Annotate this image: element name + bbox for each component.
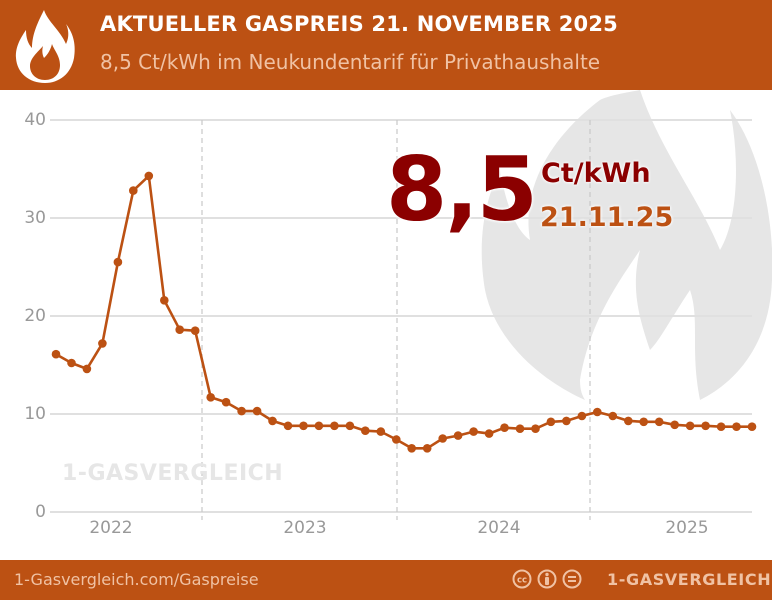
by-attribution-icon [537,569,557,589]
x-tick-2022: 2022 [89,518,133,538]
data-point [82,364,92,374]
data-point [562,416,571,426]
data-point [51,349,61,359]
data-point [67,358,76,368]
data-point [531,424,540,434]
svg-text:cc: cc [517,576,527,586]
page-subtitle: 8,5 Ct/kWh im Neukundentarif für Privath… [100,50,601,74]
source-link[interactable]: 1-Gasvergleich.com/Gaspreise [14,570,259,589]
footer-brand: 1-GASVERGLEICH [607,570,772,589]
data-point [716,422,726,432]
price-line [55,174,752,450]
data-point [624,416,633,426]
data-point [283,421,293,431]
y-tick-10: 10 [24,404,46,424]
data-point [515,424,525,434]
current-price-value: 8,5 [386,138,538,241]
data-point [639,417,648,427]
x-tick-2023: 2023 [283,518,327,538]
y-gridlines [50,119,752,513]
data-point [654,417,664,427]
data-point [453,431,463,440]
y-tick-0: 0 [35,502,46,522]
data-point [221,397,231,407]
data-point [670,420,679,430]
year-separators [201,120,591,520]
data-point [361,426,370,436]
data-point [98,339,107,348]
x-tick-2024: 2024 [477,518,521,538]
data-point [268,416,277,426]
background-flame-icon [481,90,772,400]
data-point [206,393,215,402]
data-point [376,427,386,436]
watermark: 1-GASVERGLEICH [62,461,284,486]
y-tick-30: 30 [24,208,46,228]
data-point [484,429,494,438]
current-price-date: 21.11.25 [540,202,674,233]
price-series [51,171,757,453]
data-point [129,186,138,195]
data-point [345,421,355,431]
flame-icon [15,10,75,83]
data-point [500,423,509,433]
data-point [190,326,200,336]
page-title: AKTUELLER GASPREIS 21. NOVEMBER 2025 [100,12,618,36]
nd-no-derivatives-icon [562,569,582,589]
data-point [299,421,308,431]
footer-bar: 1-Gasvergleich.com/Gaspreise cc 1-GASVER… [0,560,772,600]
header-banner: AKTUELLER GASPREIS 21. NOVEMBER 2025 8,5… [0,0,772,90]
data-point [237,406,246,416]
data-point [469,427,478,436]
data-point [593,407,602,417]
data-point [608,411,618,421]
cc-icon: cc [512,569,532,589]
data-point [577,411,587,421]
data-point [701,421,710,431]
y-tick-20: 20 [24,306,46,326]
data-point [685,421,695,431]
data-point [330,421,339,431]
data-point [314,421,324,431]
data-point [113,257,123,267]
data-point [747,422,757,432]
data-point [392,435,401,444]
data-point [732,422,741,432]
data-point [422,444,432,453]
current-price-unit: Ct/kWh [541,158,651,189]
data-point [252,406,262,416]
data-point [407,444,417,453]
data-point [175,325,184,335]
data-point [160,296,169,305]
data-point [144,171,154,181]
y-tick-40: 40 [24,110,46,130]
data-point [438,434,448,443]
x-tick-2025: 2025 [665,518,709,538]
data-point [546,417,556,427]
gas-price-line-chart [50,90,772,520]
